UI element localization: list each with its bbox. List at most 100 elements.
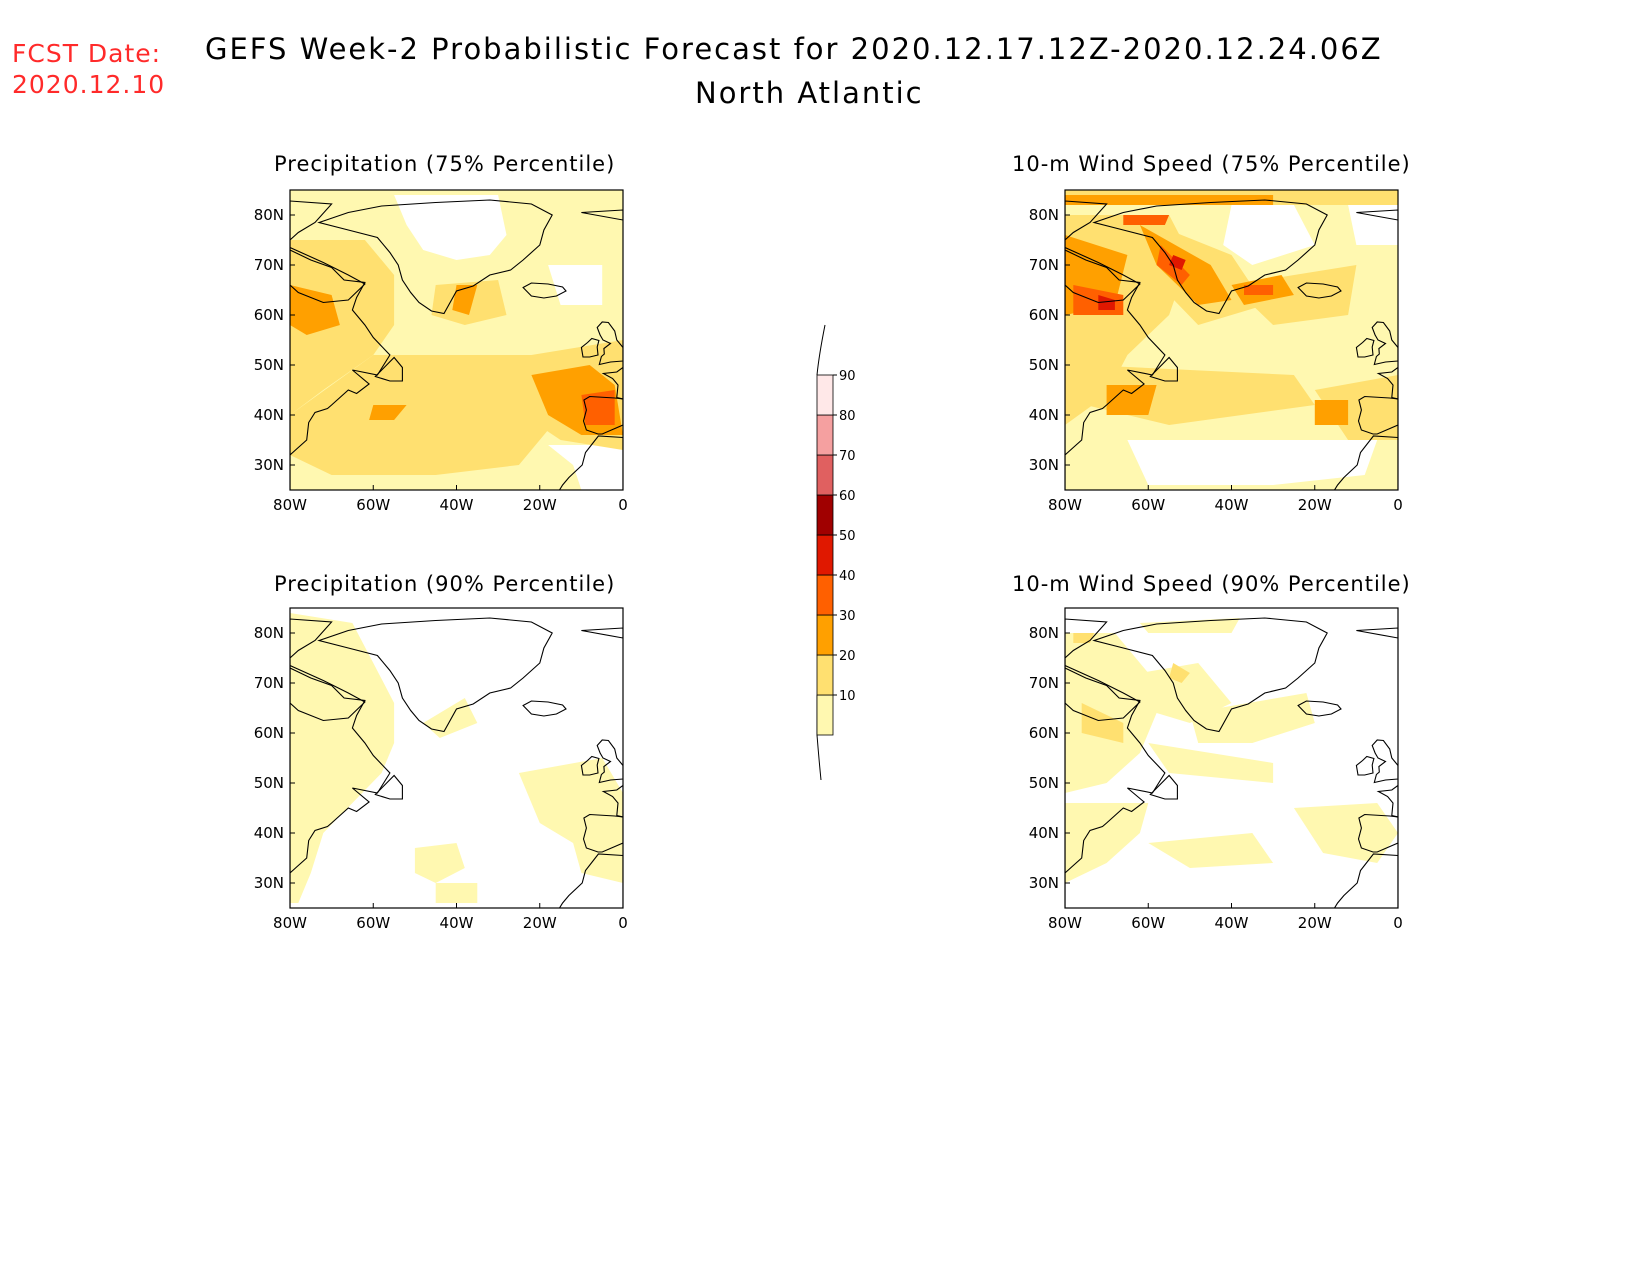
colorbar-swatch (816, 614, 834, 656)
shade-contour (423, 698, 478, 738)
shade-contour (1314, 375, 1398, 440)
coastline-iberia (1357, 813, 1398, 853)
shade-clear (548, 265, 603, 305)
lat-tick-label: 50N (1029, 356, 1059, 374)
coastline-france (1376, 366, 1398, 400)
colorbar-label: 60 (839, 489, 856, 504)
coastline-britain (1371, 321, 1398, 366)
shade-contour (369, 405, 407, 420)
coastlines (290, 617, 623, 908)
colorbar-swatch (816, 414, 834, 456)
coastline-britain (596, 321, 623, 366)
colorbar-label: 20 (839, 649, 856, 664)
coastline-newfoundland (374, 356, 403, 382)
shade-contour (1189, 693, 1315, 743)
lat-tick-label: 40N (1029, 406, 1059, 424)
colorbar-swatch (816, 454, 834, 496)
colorbar-label: 10 (839, 689, 856, 704)
shade-contour (1123, 215, 1170, 225)
lat-tick-label: 50N (1029, 774, 1059, 792)
lat-tick-label: 80N (254, 624, 284, 642)
shade-contour (581, 390, 615, 425)
coastline-greenland (1092, 199, 1328, 315)
lat-tick-label: 40N (1029, 824, 1059, 842)
lon-tick-label: 60W (356, 914, 390, 932)
lat-tick-label: 30N (254, 456, 284, 474)
lon-tick-label: 60W (1131, 496, 1165, 514)
lon-tick-label: 0 (1393, 496, 1403, 514)
lon-tick-label: 60W (1131, 914, 1165, 932)
coastline-svalbard (1356, 209, 1398, 221)
shade-contour (1073, 633, 1095, 643)
lat-tick-label: 40N (254, 406, 284, 424)
shade-clear (548, 445, 623, 490)
shading-layer (290, 608, 623, 908)
lon-tick-label: 80W (1048, 914, 1082, 932)
colorbar-swatch (816, 654, 834, 696)
colorbar: 10 20 30 40 50 60 70 80 90 (816, 324, 856, 781)
coastline-france (1376, 784, 1398, 818)
lon-tick-label: 40W (440, 496, 474, 514)
shading-layer (290, 190, 623, 490)
lat-tick-label: 60N (1029, 306, 1059, 324)
shading-layer (1065, 190, 1398, 490)
lat-tick-label: 70N (254, 256, 284, 274)
coastline-ireland (580, 755, 600, 776)
shade-clear (1348, 205, 1398, 245)
lat-tick-label: 70N (1029, 256, 1059, 274)
coastline-iberia (1357, 395, 1398, 435)
lat-tick-label: 50N (254, 774, 284, 792)
shade-clear (394, 195, 507, 260)
colorbar-swatch (816, 694, 834, 736)
lat-tick-label: 70N (1029, 674, 1059, 692)
coastline-africa (558, 435, 623, 490)
lon-tick-label: 80W (273, 914, 307, 932)
colorbar-label: 40 (839, 569, 856, 584)
forecast-date-label: FCST Date: (12, 39, 162, 68)
shade-contour (452, 285, 478, 315)
coastline-baffin (290, 246, 366, 304)
lat-tick-label: 80N (1029, 206, 1059, 224)
lat-tick-label: 30N (1029, 456, 1059, 474)
shade-clear (1127, 440, 1378, 485)
shade-contour (1081, 703, 1124, 743)
panel-title-precip75: Precipitation (75% Percentile) (274, 152, 616, 176)
coastline-ireland (1355, 755, 1375, 776)
shade-contour (1065, 633, 1157, 793)
shade-contour (1139, 618, 1240, 633)
lon-tick-label: 60W (356, 496, 390, 514)
coastline-newfoundland (374, 774, 403, 800)
map-panel-precip75: 80W 60W 40W 20W 0 80N 70N 60N 50N 40N 30N (254, 189, 628, 514)
region-title-text: North Atlantic (695, 76, 924, 110)
colorbar-label: 90 (839, 369, 856, 384)
forecast-date-value: 2020.12.10 (12, 70, 166, 99)
lat-tick-label: 40N (254, 824, 284, 842)
coastline-iceland (522, 282, 567, 299)
lat-tick-label: 70N (254, 674, 284, 692)
shade-contour (1139, 225, 1232, 305)
coastline-iberia (582, 395, 623, 435)
shade-contour (1098, 295, 1115, 310)
shade-contour (290, 240, 395, 415)
coastline-greenland (317, 617, 553, 733)
lon-tick-label: 0 (618, 496, 628, 514)
lat-tick-label: 60N (254, 306, 284, 324)
coastline-nam (1065, 200, 1166, 490)
coastline-svalbard (581, 209, 623, 221)
map-panel-precip90: 80W 60W 40W 20W 0 80N 70N 60N 50N 40N 30N (254, 607, 628, 932)
lat-tick-label: 50N (254, 356, 284, 374)
coastline-greenland (317, 199, 553, 315)
lon-tick-label: 20W (1298, 914, 1332, 932)
coastline-britain (1371, 739, 1398, 784)
coastline-baffin (1065, 664, 1141, 722)
coastline-france (601, 366, 623, 400)
shade-contour (1293, 803, 1398, 863)
coastline-nam (290, 618, 391, 908)
lat-tick-label: 30N (254, 874, 284, 892)
coastline-ireland (580, 337, 600, 358)
coastlines (1065, 617, 1398, 908)
lat-tick-label: 30N (1029, 874, 1059, 892)
lon-tick-label: 20W (1298, 496, 1332, 514)
coastline-africa (1333, 853, 1398, 908)
lon-tick-label: 0 (1393, 914, 1403, 932)
